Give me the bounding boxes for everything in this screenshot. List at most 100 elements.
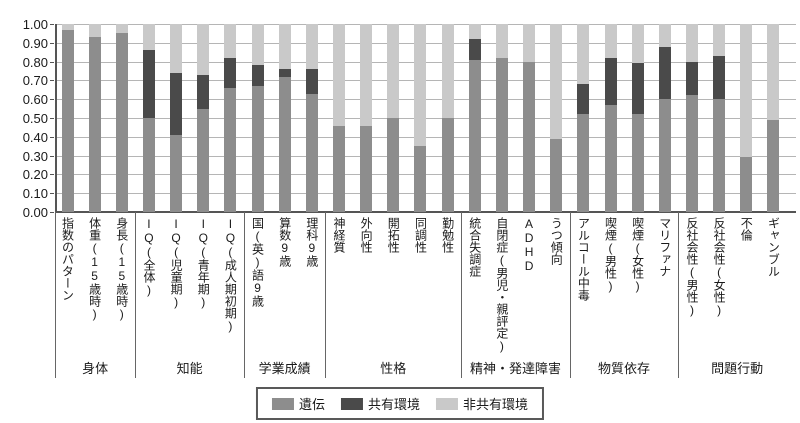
- category-label: 反社会性(女性): [712, 217, 727, 317]
- group-separator: [243, 212, 245, 378]
- y-tick-mark: [50, 174, 54, 176]
- category-label: 統合失調症: [467, 217, 482, 277]
- y-tick-label: 0.90: [22, 35, 48, 51]
- bar-segment: [658, 24, 671, 47]
- bar-segment: [197, 108, 210, 212]
- bar-segment: [685, 95, 698, 212]
- group-separator: [461, 212, 463, 378]
- bar-segment: [495, 57, 508, 212]
- bar-segment: [767, 24, 780, 120]
- bar-segment: [278, 76, 291, 212]
- category-label: 自閉症(男児・親評定): [494, 217, 509, 353]
- category-label: ギャンブル: [766, 217, 781, 277]
- legend: 遺伝 共有環境 非共有環境: [255, 387, 545, 420]
- bar-segment: [387, 24, 400, 118]
- y-tick-label: 0.80: [22, 54, 48, 70]
- legend-label: 遺伝: [298, 397, 325, 412]
- bar-segment: [631, 114, 644, 212]
- bar-segment: [495, 24, 508, 58]
- group-label: 物質依存: [598, 361, 651, 376]
- bar-segment: [142, 50, 155, 118]
- y-tick-label: 0.70: [22, 73, 48, 89]
- category-label: 身長(15歳時): [114, 217, 129, 321]
- bar-segment: [468, 39, 481, 60]
- x-axis-line: [55, 211, 796, 213]
- bar-segment: [170, 24, 183, 73]
- bar-segment: [170, 72, 183, 135]
- bar-segment: [305, 24, 318, 70]
- bar-segment: [740, 24, 753, 158]
- group-separator: [325, 212, 327, 378]
- bar-segment: [468, 24, 481, 40]
- y-tick-label: 0.50: [22, 111, 48, 126]
- bar-segment: [278, 24, 291, 70]
- bar-segment: [631, 24, 644, 64]
- bar-segment: [713, 55, 726, 100]
- bar-segment: [658, 99, 671, 212]
- bar-segment: [713, 24, 726, 56]
- category-label: 国(英)語9歳: [250, 217, 265, 307]
- bar-segment: [360, 125, 373, 212]
- bar-segment: [740, 157, 753, 212]
- bar-segment: [767, 119, 780, 212]
- category-label: 同調性: [413, 217, 428, 253]
- category-label: アルコール中毒: [576, 217, 591, 301]
- bar-segment: [604, 24, 617, 58]
- y-axis-line: [55, 24, 57, 213]
- bar-segment: [713, 99, 726, 212]
- bar-segment: [61, 24, 74, 30]
- bar-segment: [631, 63, 644, 115]
- group-separator: [135, 212, 137, 378]
- bar-segment: [251, 86, 264, 212]
- category-label: うつ傾向: [549, 217, 564, 265]
- category-label: 外向性: [359, 217, 374, 253]
- bar-segment: [441, 24, 454, 118]
- legend-swatch: [271, 397, 294, 410]
- bar-segment: [251, 65, 264, 87]
- bar-segment: [305, 69, 318, 94]
- y-tick-mark: [50, 136, 54, 138]
- y-tick-mark: [50, 155, 54, 157]
- category-label: ADHD: [522, 217, 537, 273]
- bar-segment: [523, 24, 536, 62]
- bar-segment: [88, 24, 101, 38]
- category-label: 開拓性: [386, 217, 401, 253]
- y-tick-mark: [50, 118, 54, 119]
- legend-label: 非共有環境: [463, 397, 529, 412]
- bar-segment: [115, 24, 128, 34]
- bar-segment: [685, 61, 698, 96]
- category-label: マリファナ: [657, 217, 672, 277]
- group-label: 知能: [176, 361, 203, 376]
- bar-segment: [550, 138, 563, 212]
- category-label: 反社会性(男性): [684, 217, 699, 317]
- bar-segment: [577, 24, 590, 85]
- bar-segment: [333, 125, 345, 212]
- y-tick-mark: [50, 80, 54, 82]
- bar-segment: [305, 93, 318, 212]
- bar-segment: [550, 24, 563, 139]
- category-label: 喫煙(女性): [630, 217, 645, 293]
- bar-segment: [414, 146, 427, 212]
- bar-segment: [224, 87, 237, 212]
- category-label: 喫煙(男性): [603, 217, 618, 293]
- group-label: 精神・発達障害: [469, 361, 561, 376]
- group-separator: [678, 212, 680, 378]
- bar-segment: [658, 46, 671, 100]
- group-separator: [569, 212, 571, 378]
- category-label: 勤勉性: [440, 217, 455, 253]
- y-tick-mark: [50, 24, 54, 25]
- bar-segment: [142, 24, 155, 51]
- bar-segment: [604, 57, 617, 105]
- bar-segment: [224, 57, 237, 88]
- legend-swatch: [340, 397, 363, 410]
- bar-segment: [360, 24, 373, 126]
- category-label: IQ(成人期初期): [223, 217, 238, 333]
- category-label: 神経質: [332, 217, 346, 253]
- legend-label: 共有環境: [367, 397, 421, 412]
- y-tick-mark: [50, 193, 54, 195]
- group-label: 身体: [82, 361, 109, 376]
- bar-segment: [251, 24, 264, 66]
- legend-swatch: [436, 397, 459, 410]
- bar-segment: [115, 33, 128, 212]
